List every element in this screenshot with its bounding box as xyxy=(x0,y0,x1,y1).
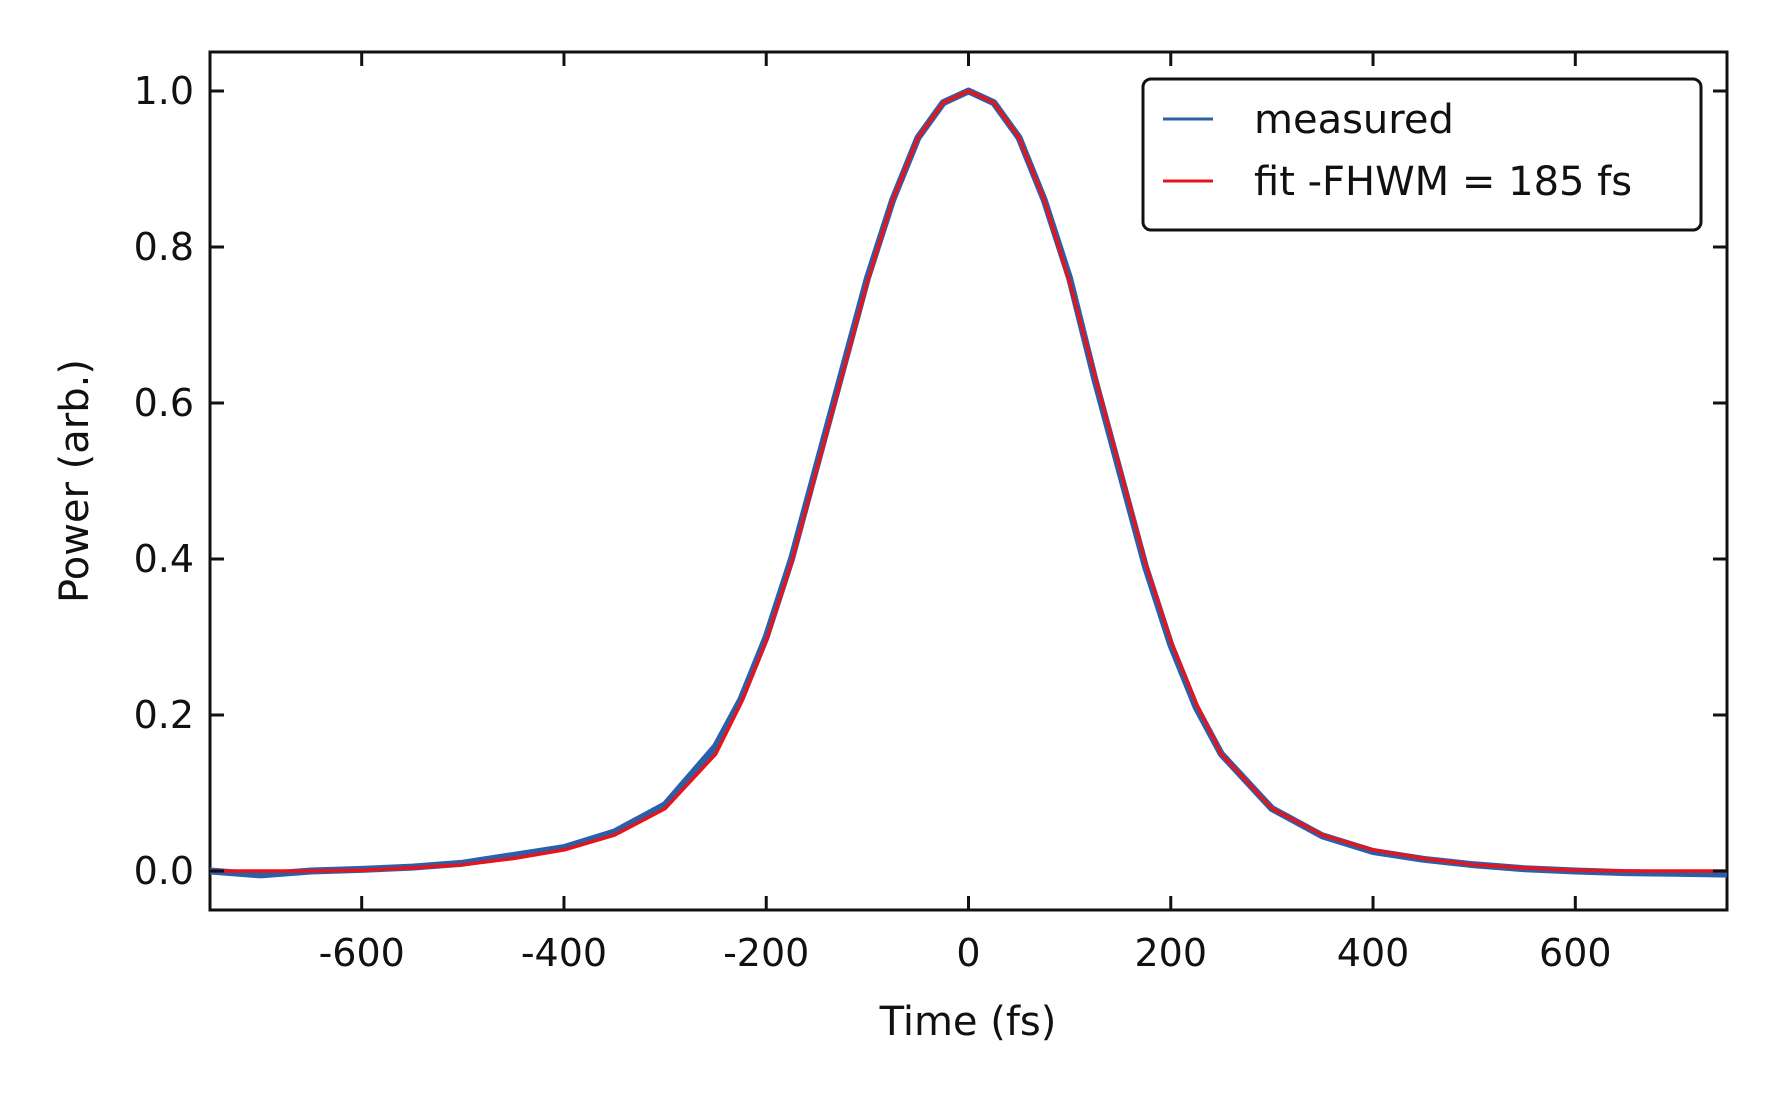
legend-label-fit: fit -FHWM = 185 fs xyxy=(1254,159,1632,205)
x-tick-label: 400 xyxy=(1337,931,1410,975)
legend-label-measured: measured xyxy=(1254,97,1454,143)
y-tick-label: 1.0 xyxy=(134,69,194,113)
x-tick-label: 0 xyxy=(956,931,980,975)
series-layer xyxy=(210,87,1727,879)
x-ticks: -600 -400 -200 0 200 400 600 xyxy=(319,52,1612,975)
x-axis-label: Time (fs) xyxy=(879,999,1057,1045)
series-line-fit xyxy=(210,89,1727,873)
legend: measured fit -FHWM = 185 fs xyxy=(1141,77,1703,232)
y-tick-label: 0.8 xyxy=(134,225,194,269)
x-tick-label: 200 xyxy=(1135,931,1208,975)
x-tick-label: -200 xyxy=(723,931,809,975)
x-tick-label: -400 xyxy=(521,931,607,975)
y-tick-label: 0.6 xyxy=(134,381,194,425)
y-tick-label: 0.0 xyxy=(134,849,194,893)
y-tick-label: 0.2 xyxy=(134,693,194,737)
x-tick-label: 600 xyxy=(1539,931,1612,975)
legend-box xyxy=(1141,77,1703,232)
y-axis-label: Power (arb.) xyxy=(52,359,98,603)
x-tick-label: -600 xyxy=(319,931,405,975)
y-tick-label: 0.4 xyxy=(134,537,194,581)
y-ticks: 0.0 0.2 0.4 0.6 0.8 1.0 xyxy=(134,69,1727,893)
